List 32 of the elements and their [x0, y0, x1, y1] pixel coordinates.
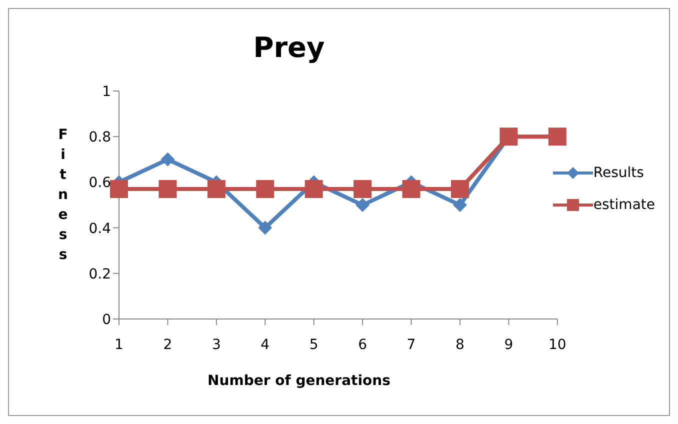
y-axis-title: Fitness — [57, 126, 69, 265]
x-tick-label: 4 — [260, 336, 270, 353]
legend-label: estimate — [593, 197, 655, 213]
y-tick-label: 0.8 — [88, 130, 111, 146]
point — [258, 220, 272, 235]
x-tick-label: 10 — [548, 336, 566, 353]
point — [110, 180, 128, 198]
x-tick-label: 6 — [358, 336, 368, 353]
chart-title: Prey — [252, 31, 326, 64]
point — [256, 180, 274, 198]
x-tick-label: 1 — [114, 336, 124, 353]
y-tick-label: 0.2 — [88, 266, 111, 282]
x-tick-label: 9 — [504, 336, 514, 353]
x-tick-label: 8 — [456, 336, 464, 353]
point — [207, 180, 226, 198]
point — [158, 180, 177, 198]
point — [354, 180, 372, 198]
x-axis-title: Number of generations — [206, 373, 392, 389]
y-tick-label: 0.4 — [88, 220, 112, 237]
x-tick-label: 3 — [212, 336, 221, 353]
point — [402, 180, 420, 198]
point — [304, 180, 323, 198]
y-tick-label: 0 — [102, 312, 111, 328]
point — [452, 198, 467, 212]
point — [160, 152, 175, 166]
x-tick-label: 5 — [309, 336, 318, 353]
x-tick-label: 7 — [406, 336, 416, 353]
legend-label: Results — [593, 165, 644, 181]
x-tick-label: 2 — [163, 336, 172, 353]
point — [450, 180, 469, 198]
point — [356, 198, 370, 212]
y-tick-label: 1 — [102, 84, 111, 100]
